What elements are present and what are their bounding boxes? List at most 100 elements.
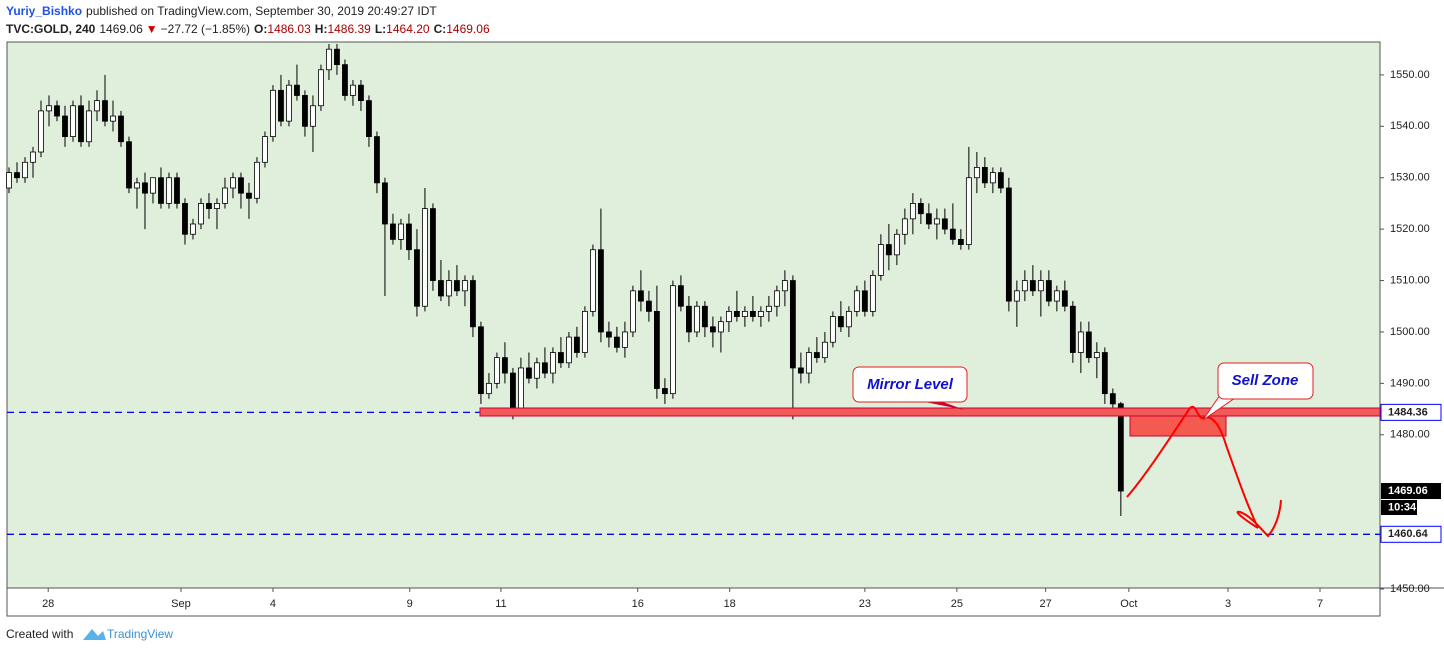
candle-body	[757, 310, 764, 317]
projection-arrow	[1126, 405, 1282, 538]
candle-body	[789, 280, 796, 369]
candle-body	[678, 285, 684, 307]
y-tick-label: 1450.00	[1390, 583, 1430, 595]
callout-box	[852, 366, 968, 403]
candle-body	[118, 115, 124, 143]
candle-body	[550, 352, 556, 374]
c-label: C:	[434, 22, 447, 36]
candle-body	[302, 95, 308, 127]
candle-body	[190, 223, 196, 235]
candle-body	[909, 203, 916, 220]
candle-body	[933, 218, 940, 225]
candle-body	[158, 177, 164, 204]
candle-body	[214, 203, 220, 209]
candle-body	[38, 110, 44, 153]
candle-body	[973, 167, 980, 179]
callout-box	[1217, 362, 1314, 400]
candle-body	[534, 362, 540, 379]
candle-body	[837, 316, 844, 328]
x-tick-label: 9	[407, 598, 413, 610]
x-tick-label: 18	[724, 598, 736, 610]
candle-body	[286, 84, 292, 122]
candle-body	[494, 357, 500, 384]
candle-body	[893, 233, 900, 256]
y-tick-label: 1480.00	[1390, 429, 1430, 441]
author[interactable]: Yuriy_Bishko	[6, 4, 82, 18]
candle-body	[134, 182, 140, 189]
candle-body	[414, 249, 420, 307]
candle-body	[701, 305, 708, 328]
candle-body	[438, 280, 444, 297]
candle-body	[422, 208, 428, 307]
candle-body	[110, 115, 116, 122]
candle-body	[198, 203, 204, 225]
candle-body	[206, 203, 212, 209]
candle-body	[1037, 280, 1044, 292]
candle-body	[877, 244, 884, 276]
candle-body	[845, 310, 852, 328]
countdown-label: 10:34	[1388, 501, 1417, 513]
y-tick-label: 1520.00	[1390, 223, 1430, 235]
candle-body	[606, 331, 612, 338]
candle-body	[957, 239, 964, 245]
y-tick-label: 1530.00	[1390, 172, 1430, 184]
candle-body	[22, 161, 28, 179]
candle-body	[614, 336, 620, 348]
candle-body	[526, 367, 532, 379]
candle-body	[510, 372, 516, 410]
x-tick-label: Oct	[1120, 598, 1137, 610]
candle-body	[358, 84, 364, 102]
candle-body	[62, 115, 68, 137]
candle-body	[885, 244, 892, 256]
candle-body	[654, 310, 660, 389]
candle-body	[821, 341, 828, 359]
candle-body	[829, 316, 836, 343]
candle-body	[254, 161, 260, 199]
candle-body	[733, 310, 740, 317]
candle-body	[1029, 280, 1036, 292]
candle-body	[294, 84, 300, 96]
candle-body	[981, 167, 988, 184]
l-label: L:	[375, 22, 386, 36]
h-label: H:	[315, 22, 328, 36]
candle-body	[582, 310, 588, 353]
candle-body	[773, 290, 780, 307]
candle-body	[717, 321, 724, 333]
countdown-box	[1381, 500, 1417, 516]
y-tick-label: 1540.00	[1390, 120, 1430, 132]
candle-body	[1061, 290, 1068, 307]
candle-body	[1013, 290, 1020, 302]
candle-body	[398, 223, 404, 240]
footer-brand[interactable]: TradingView	[107, 627, 173, 641]
candle-body	[574, 336, 580, 353]
x-tick-label: 11	[495, 598, 506, 610]
candle-body	[30, 151, 36, 163]
candle-body	[150, 177, 156, 194]
y-tick-label: 1550.00	[1390, 69, 1430, 81]
candle-body	[390, 223, 396, 240]
x-tick-label: Sep	[171, 598, 191, 610]
candle-body	[1109, 393, 1116, 405]
tv-logo	[83, 629, 106, 640]
l: 1464.20	[386, 22, 430, 36]
candle-body	[1045, 280, 1052, 302]
x-tick-label: 3	[1225, 598, 1231, 610]
candle-body	[342, 64, 348, 96]
candle-body	[126, 141, 132, 189]
candle-body	[781, 280, 788, 292]
candle-body	[270, 89, 276, 137]
x-tick-label: 16	[632, 598, 644, 610]
candle-body	[430, 208, 436, 281]
candle-body	[1077, 331, 1084, 353]
candle-body	[901, 218, 908, 235]
candle-body	[949, 228, 956, 240]
o: 1486.03	[267, 22, 311, 36]
candle-body	[94, 100, 100, 112]
candle-body	[869, 275, 876, 312]
level-label-box	[1380, 525, 1442, 543]
candle-body	[182, 203, 188, 235]
candle-body	[917, 203, 924, 215]
candle-body	[598, 249, 604, 333]
level-label: 1484.36	[1388, 406, 1428, 418]
candle-body	[70, 105, 76, 137]
